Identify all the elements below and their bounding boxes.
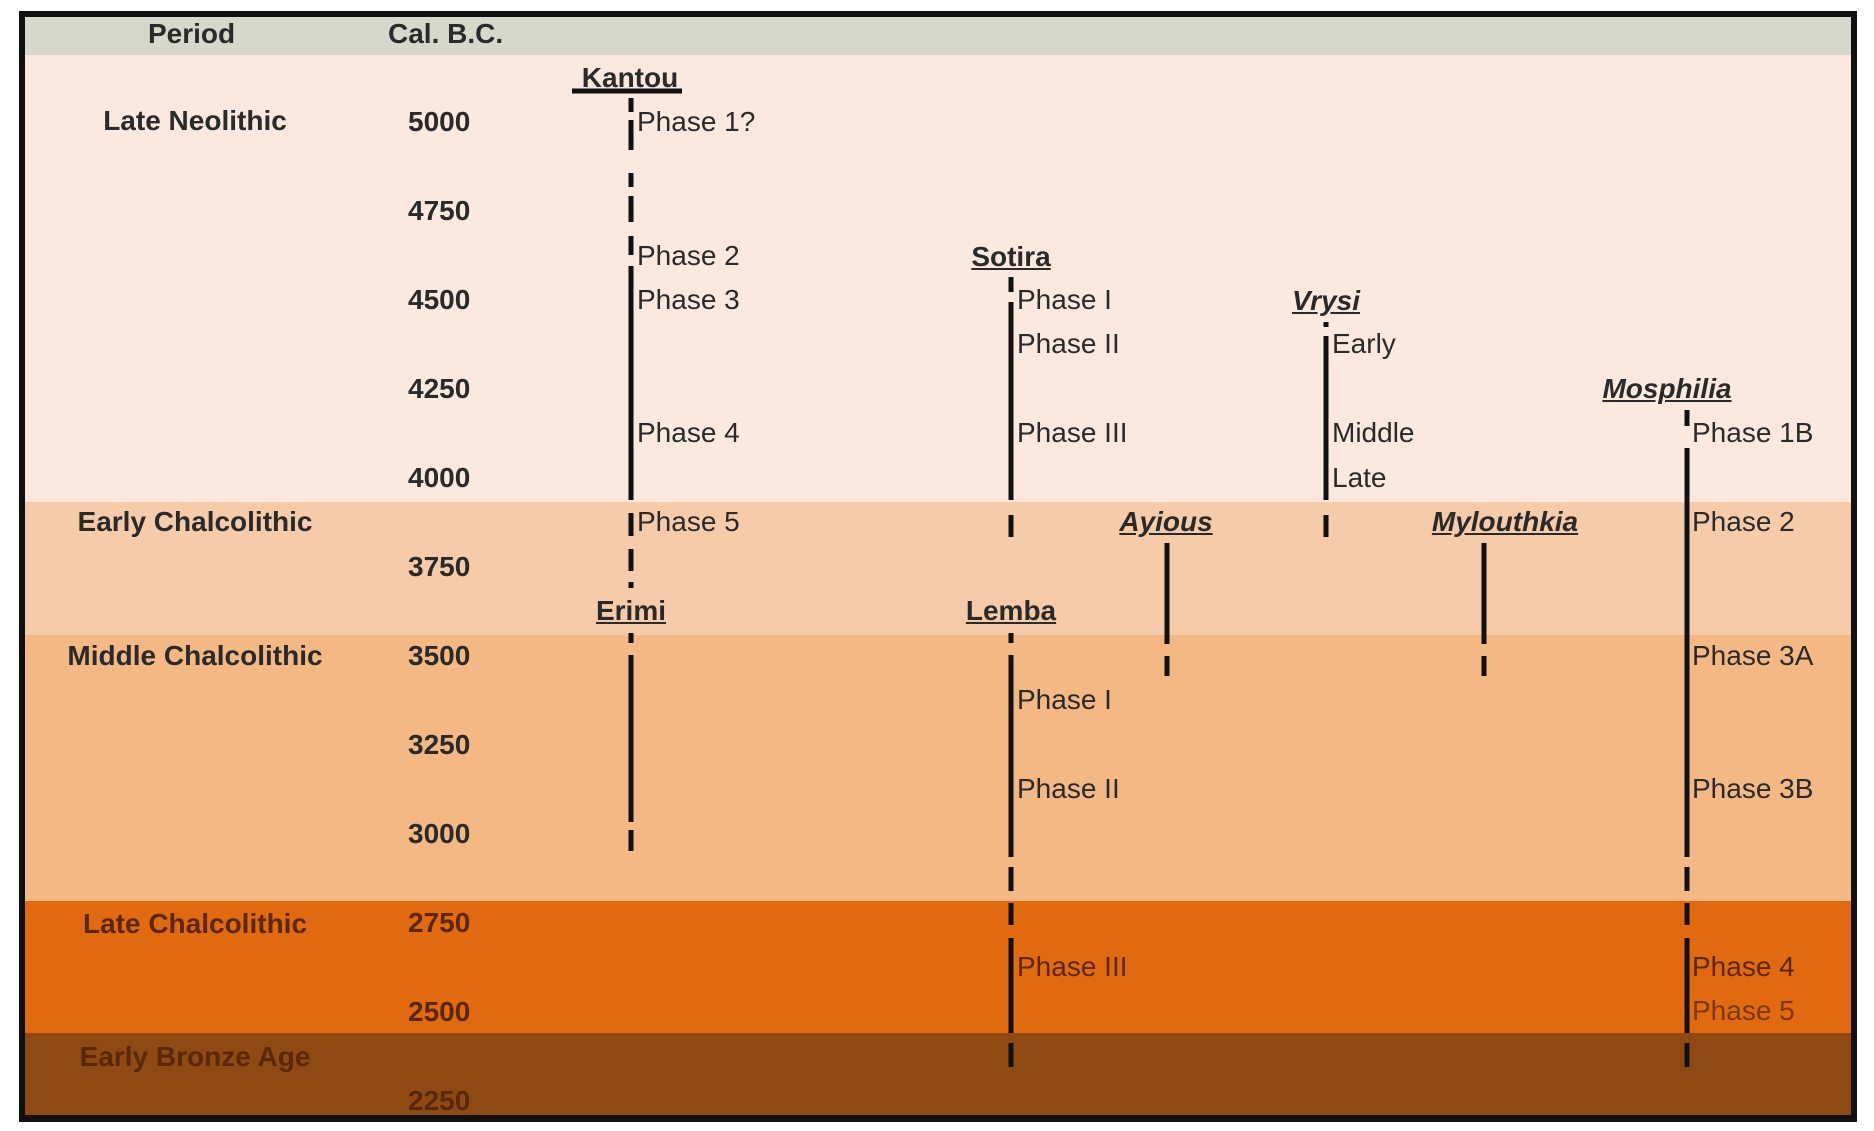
phase-label: Phase 1B <box>1692 417 1814 448</box>
site-mosphilia: Mosphilia <box>1602 373 1732 404</box>
band-late-neolithic <box>25 55 1851 502</box>
header-period: Period <box>148 18 236 49</box>
site-lemba: Lemba <box>965 595 1057 626</box>
period-early-bronze-age: Early Bronze Age <box>79 1041 311 1072</box>
phase-label: Late <box>1332 462 1387 493</box>
year-label: 3000 <box>408 818 471 849</box>
phase-label: Phase 5 <box>1692 995 1795 1026</box>
year-label: 3250 <box>408 729 471 760</box>
phase-label: Phase 4 <box>1692 951 1795 982</box>
band-early-bronze-age <box>25 1033 1851 1115</box>
phase-label: Phase 2 <box>637 240 740 271</box>
site-erimi: Erimi <box>595 595 667 626</box>
year-label: 2500 <box>408 996 471 1027</box>
phase-label: Phase III <box>1017 417 1128 448</box>
phase-label: Phase 3 <box>637 284 740 315</box>
site-sotira: Sotira <box>971 241 1051 272</box>
phase-label: Phase I <box>1017 284 1112 315</box>
phase-label: Phase II <box>1017 328 1120 359</box>
header-band <box>25 17 1851 55</box>
period-late-neolithic: Late Neolithic <box>103 105 287 136</box>
period-late-chalcolithic: Late Chalcolithic <box>82 908 308 939</box>
phase-label: Phase I <box>1017 684 1112 715</box>
header-cal-bc: Cal. B.C. <box>388 18 504 49</box>
band-middle-chalcolithic <box>25 635 1851 901</box>
year-label: 4750 <box>408 195 471 226</box>
band-early-chalcolithic <box>25 502 1851 635</box>
year-label: 4000 <box>408 462 471 493</box>
year-label: 4250 <box>408 373 471 404</box>
year-label: 3750 <box>408 551 471 582</box>
year-label: 3500 <box>408 640 471 671</box>
site-kantou: Kantou <box>581 62 679 93</box>
site-ayious: Ayious <box>1119 506 1213 537</box>
phase-label: Phase 3B <box>1692 773 1814 804</box>
phase-label: Phase 5 <box>637 506 740 537</box>
phase-label: Phase 3A <box>1692 640 1814 671</box>
period-early-chalcolithic: Early Chalcolithic <box>77 506 313 537</box>
year-label: 4500 <box>408 284 471 315</box>
phase-label: Phase III <box>1017 951 1128 982</box>
year-label: 5000 <box>408 106 471 137</box>
site-mylouthkia: Mylouthkia <box>1431 506 1579 537</box>
phase-label: Phase II <box>1017 773 1120 804</box>
phase-label: Middle <box>1332 417 1415 448</box>
year-label: 2750 <box>408 907 471 938</box>
site-vrysi: Vrysi <box>1292 285 1360 316</box>
phase-label: Early <box>1332 328 1396 359</box>
band-late-chalcolithic <box>25 901 1851 1033</box>
year-label: 2250 <box>408 1085 471 1116</box>
period-middle-chalcolithic: Middle Chalcolithic <box>67 640 323 671</box>
phase-label: Phase 1? <box>637 106 756 137</box>
phase-label: Phase 4 <box>637 417 740 448</box>
phase-label: Phase 2 <box>1692 506 1795 537</box>
